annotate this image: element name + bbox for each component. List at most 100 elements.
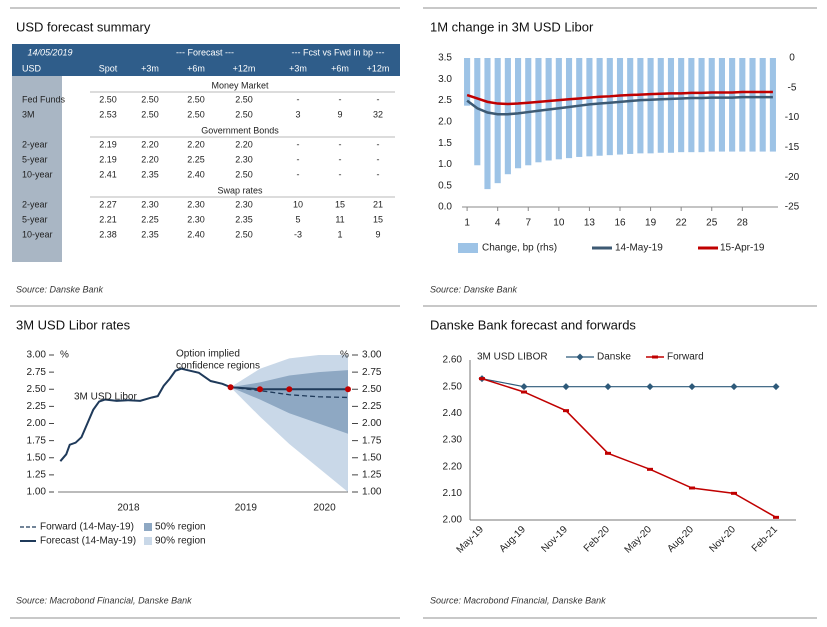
y-tick-label: 2.75 bbox=[27, 367, 47, 378]
y2-tick-label: 2.00 bbox=[362, 418, 382, 429]
source: Source: Danske Bank bbox=[430, 284, 518, 294]
table-cell: - bbox=[377, 94, 380, 104]
x-tick-label: Nov-19 bbox=[539, 524, 570, 555]
table-cell: 15 bbox=[335, 199, 345, 209]
y-tick-label: 1.75 bbox=[27, 435, 47, 446]
bar bbox=[769, 58, 776, 152]
x-tick-label: Aug-20 bbox=[665, 524, 696, 555]
y2-tick-label: 2.50 bbox=[362, 384, 382, 395]
table-cell: 2-year bbox=[22, 199, 48, 209]
table-cell: - bbox=[339, 169, 342, 179]
table-cell: 2.50 bbox=[99, 94, 117, 104]
y2-tick-label: 1.50 bbox=[362, 452, 382, 463]
y-tick-label: 1.25 bbox=[27, 470, 47, 481]
line bbox=[230, 386, 349, 399]
table-cell: 2.50 bbox=[235, 169, 253, 179]
line bbox=[481, 378, 776, 388]
annotation: Option implied bbox=[176, 349, 240, 360]
y-tick-label: 1.0 bbox=[438, 159, 452, 170]
table-label-column bbox=[12, 76, 62, 262]
table-cell: 3 bbox=[295, 109, 300, 119]
x-tick-label: 22 bbox=[676, 218, 688, 229]
y-tick-label: 0.0 bbox=[438, 202, 452, 213]
bar bbox=[494, 58, 501, 184]
table-cell: -3 bbox=[294, 229, 302, 239]
annotation: confidence regions bbox=[176, 361, 260, 372]
y-tick-label: 1.50 bbox=[27, 452, 47, 463]
legend-label: 14-May-19 bbox=[615, 243, 663, 254]
source: Source: Danske Bank bbox=[16, 284, 104, 294]
y2-tick-label: 3.00 bbox=[362, 350, 382, 361]
x-tick-label: 2018 bbox=[117, 503, 140, 514]
table-cell: 5-year bbox=[22, 214, 48, 224]
y2-unit: % bbox=[340, 350, 349, 361]
y-tick-label: 0.5 bbox=[438, 180, 452, 191]
table-cell: 9 bbox=[337, 109, 342, 119]
table-cell: 2.21 bbox=[99, 214, 117, 224]
table-cell: 2.38 bbox=[99, 229, 117, 239]
legend-swatch bbox=[458, 243, 478, 253]
forecast-point bbox=[256, 386, 263, 393]
confidence-band bbox=[230, 370, 348, 434]
table-group-header: --- Fcst vs Fwd in bp --- bbox=[291, 47, 384, 57]
y2-tick-label: 2.75 bbox=[362, 367, 382, 378]
bar bbox=[464, 58, 471, 106]
legend-swatch bbox=[576, 353, 584, 361]
legend-label: Change, bp (rhs) bbox=[482, 243, 557, 254]
table-cell: 2.50 bbox=[141, 94, 159, 104]
y2-tick-label: 2.25 bbox=[362, 401, 382, 412]
bar bbox=[484, 58, 491, 190]
panel-title: USD forecast summary bbox=[16, 19, 151, 34]
legend-label: 15-Apr-19 bbox=[720, 243, 765, 254]
legend-label: 50% region bbox=[155, 522, 206, 533]
x-tick-label: 2019 bbox=[235, 503, 258, 514]
table-cell: 2.50 bbox=[141, 109, 159, 119]
table-cell: 32 bbox=[373, 109, 383, 119]
table-cell: 2-year bbox=[22, 139, 48, 149]
y-tick-label: 2.40 bbox=[443, 408, 463, 419]
table-cell: 2.35 bbox=[235, 214, 253, 224]
table-cell: - bbox=[339, 139, 342, 149]
y-tick-label: 2.50 bbox=[443, 381, 463, 392]
y2-tick-label: -20 bbox=[785, 172, 800, 183]
x-tick-label: 28 bbox=[737, 218, 749, 229]
x-tick-label: Nov-20 bbox=[707, 524, 738, 555]
bar bbox=[749, 58, 756, 152]
table-cell: 2.25 bbox=[141, 214, 159, 224]
table-cell: 2.41 bbox=[99, 169, 117, 179]
x-tick-label: 2020 bbox=[313, 503, 336, 514]
bar bbox=[688, 58, 695, 153]
bar bbox=[718, 58, 725, 152]
x-tick-label: 19 bbox=[645, 218, 657, 229]
table-cell: 10-year bbox=[22, 169, 53, 179]
table-cell: 5-year bbox=[22, 154, 48, 164]
bar bbox=[474, 58, 481, 166]
y2-tick-label: -15 bbox=[785, 142, 800, 153]
x-tick-label: Aug-19 bbox=[497, 524, 528, 555]
table-column-header: Spot bbox=[99, 63, 118, 73]
x-tick-label: Feb-21 bbox=[750, 524, 780, 554]
separators bbox=[10, 7, 817, 619]
x-tick-label: 7 bbox=[525, 218, 531, 229]
table-cell: 5 bbox=[295, 214, 300, 224]
table-cell: 2.53 bbox=[99, 109, 117, 119]
bar bbox=[606, 58, 613, 156]
table-section: Money Market bbox=[211, 80, 269, 90]
table-cell: 2.20 bbox=[187, 139, 205, 149]
table-header-bg bbox=[12, 44, 400, 76]
y-tick-label: 3.00 bbox=[27, 350, 47, 361]
table-cell: 15 bbox=[373, 214, 383, 224]
bar bbox=[586, 58, 593, 157]
x-tick-label: 16 bbox=[614, 218, 626, 229]
source: Source: Macrobond Financial, Danske Bank bbox=[430, 595, 606, 605]
y2-tick-label: 1.75 bbox=[362, 435, 382, 446]
bar bbox=[729, 58, 736, 152]
table-cell: - bbox=[297, 139, 300, 149]
bar bbox=[647, 58, 654, 154]
table-cell: 2.30 bbox=[235, 154, 253, 164]
table-cell: 2.27 bbox=[99, 199, 117, 209]
table-cell: - bbox=[297, 169, 300, 179]
annotation: 3M USD Libor bbox=[74, 392, 137, 403]
legend-swatch bbox=[144, 537, 152, 545]
marker bbox=[730, 383, 738, 391]
